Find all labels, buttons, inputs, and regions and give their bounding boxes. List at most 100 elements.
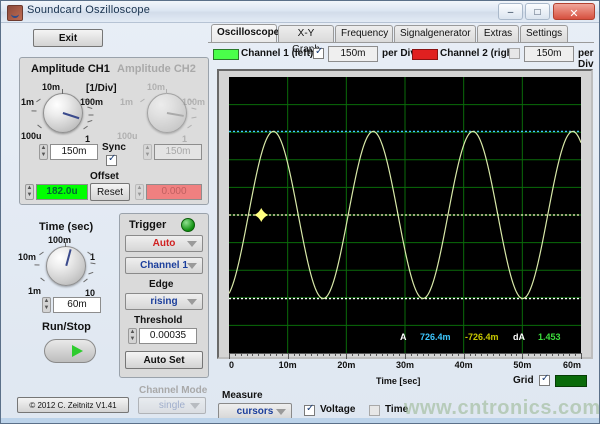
x-axis-minor-tick [434, 353, 436, 356]
tab-signalgenerator[interactable]: Signalgenerator [394, 25, 476, 42]
x-axis-minor-tick [534, 353, 536, 356]
x-axis-minor-tick [246, 353, 248, 356]
status-bar [1, 418, 599, 423]
ch2-knob-ticks [166, 89, 167, 94]
cursor-marker-icon[interactable] [254, 208, 269, 222]
time-title: Time (sec) [39, 221, 94, 233]
measure-title: Measure [222, 390, 263, 401]
time-scale-field[interactable]: 60m [53, 297, 101, 313]
x-axis-minor-tick [405, 353, 406, 359]
ch1-color-swatch [213, 49, 239, 60]
ch2-enable-checkbox[interactable] [509, 48, 520, 59]
tab-oscilloscope[interactable]: Oscilloscope [211, 24, 279, 43]
trigger-edge-combo[interactable]: rising [125, 293, 203, 310]
ch2-perdiv-field[interactable]: 150m [524, 46, 574, 62]
ch1-knob-ticks [62, 89, 63, 94]
time-tick-1: 1 [90, 252, 96, 262]
x-axis-minor-tick [281, 353, 283, 356]
minimize-button[interactable]: – [498, 3, 523, 20]
offset-ch1-field[interactable]: 182.0u [36, 184, 88, 200]
x-axis-minor-tick [340, 353, 342, 356]
x-axis-minor-tick [358, 353, 360, 356]
grid-lines [229, 77, 581, 353]
x-axis-label: Time [sec] [376, 376, 421, 386]
ch1-tick-100u: 100u [21, 131, 42, 141]
x-axis-minor-tick [240, 353, 242, 356]
maximize-icon: □ [534, 7, 541, 18]
ch2-scale-spinner: ▲ ▼ [143, 144, 152, 160]
grid-checkbox[interactable] [539, 373, 550, 386]
x-axis-minor-tick [293, 353, 295, 356]
tab-xy-graph[interactable]: X-Y Graph [278, 25, 334, 55]
time-tick-10: 10 [85, 288, 96, 298]
sync-checkbox[interactable] [106, 153, 117, 166]
maximize-button[interactable]: □ [525, 3, 550, 20]
measure-voltage-checkbox[interactable] [304, 403, 315, 416]
offset-ch1-spinner[interactable]: ▲ ▼ [25, 184, 34, 200]
amplitude-ch2-knob[interactable] [147, 93, 187, 133]
time-knob[interactable] [46, 246, 86, 286]
amplitude-ch1-knob[interactable] [43, 93, 83, 133]
minimize-icon: – [507, 7, 514, 18]
x-axis-minor-tick [528, 353, 530, 356]
window-title: Soundcard Oszilloscope [27, 4, 151, 16]
x-axis-minor-tick [510, 353, 512, 356]
x-axis-minor-tick [481, 353, 483, 356]
amplitude-ch1-title: Amplitude CH1 [31, 63, 110, 75]
ch1-tick-1m: 1m [21, 97, 35, 107]
amplitude-panel [19, 57, 209, 205]
ch2-knob-needle [166, 112, 184, 117]
sync-label: Sync [102, 142, 126, 153]
close-button[interactable]: ✕ [553, 3, 595, 20]
scope-plot-area[interactable] [229, 77, 581, 353]
ch2-perdiv-label: per Div [578, 48, 594, 70]
measure-voltage-label: Voltage [320, 404, 356, 415]
ch1-perdiv-label: per Div [382, 48, 416, 59]
run-stop-button[interactable] [44, 339, 96, 363]
ch2-tick-1m: 1m [120, 97, 134, 107]
x-axis-tick-label: 60m [562, 360, 581, 370]
scope-svg [229, 77, 581, 353]
measure-time-checkbox[interactable] [369, 405, 380, 416]
watermark: www.cntronics.com [404, 397, 600, 419]
x-axis-minor-tick [516, 353, 518, 356]
tab-extras[interactable]: Extras [477, 25, 519, 42]
ch1-scale-spinner[interactable]: ▲ ▼ [39, 144, 48, 160]
ch1-tick-1: 1 [85, 134, 91, 144]
x-axis-minor-tick [422, 353, 424, 356]
exit-button[interactable]: Exit [33, 29, 103, 47]
x-axis-minor-tick [328, 353, 330, 356]
time-tick-100m: 100m [48, 235, 72, 245]
ch1-scale-field[interactable]: 150m [50, 144, 98, 160]
offset-reset-button[interactable]: Reset [90, 183, 130, 201]
measure-a-bottom-value: -726.4m [465, 332, 499, 342]
ch1-enable-checkbox[interactable] [313, 46, 324, 59]
trigger-channel-combo[interactable]: Channel 1 [125, 257, 203, 274]
x-axis-minor-tick [399, 353, 401, 356]
time-knob-ticks [34, 264, 40, 266]
x-axis-minor-tick [451, 353, 453, 356]
time-knob-needle [65, 249, 72, 266]
ch2-tick-100m: 100m [182, 97, 206, 107]
tabstrip-divider [208, 42, 594, 43]
auto-set-button[interactable]: Auto Set [125, 351, 203, 369]
measure-a-label: A [400, 332, 407, 342]
amplitude-unit-label: [1/Div] [86, 83, 117, 94]
threshold-spinner[interactable]: ▲ ▼ [128, 328, 137, 344]
x-axis-minor-tick [569, 353, 571, 356]
close-icon: ✕ [569, 8, 579, 20]
x-axis-minor-tick [234, 353, 236, 356]
ch2-bar-label: Channel 2 (right) [440, 48, 520, 59]
time-scale-spinner[interactable]: ▲ ▼ [42, 297, 51, 313]
chevron-down-icon [187, 241, 197, 247]
trigger-mode-combo[interactable]: Auto [125, 235, 203, 252]
tab-frequency[interactable]: Frequency [335, 25, 393, 42]
ch1-perdiv-field[interactable]: 150m [328, 46, 378, 62]
channel-mode-label: Channel Mode [139, 385, 208, 396]
x-axis-tick-label: 40m [454, 360, 473, 370]
tab-settings[interactable]: Settings [520, 25, 568, 42]
threshold-field[interactable]: 0.00035 [139, 328, 197, 344]
grid-color-swatch[interactable] [555, 375, 587, 387]
x-axis-minor-tick [322, 353, 324, 356]
x-axis-minor-tick [258, 353, 260, 356]
